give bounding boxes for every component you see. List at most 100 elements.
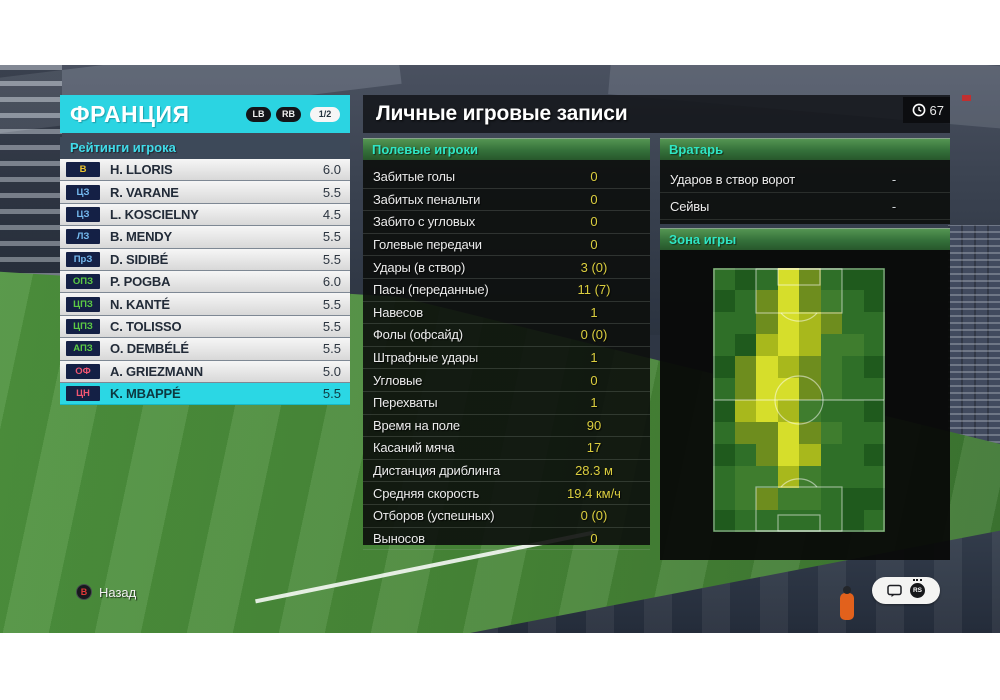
heatmap-cell: [820, 268, 842, 290]
player-row[interactable]: ПрЗ D. SIDIBÉ 5.5: [60, 248, 350, 271]
chat-rs-pill[interactable]: RS: [872, 577, 940, 604]
player-row[interactable]: В H. LLORIS 6.0: [60, 159, 350, 182]
rs-stick-icon: RS: [910, 579, 925, 598]
heatmap-cell: [713, 510, 735, 532]
heatmap-cell: [863, 290, 885, 312]
heatmap-cell: [842, 444, 864, 466]
stand-railings: [0, 65, 62, 285]
heatmap-cell: [777, 400, 799, 422]
stat-value: 0: [590, 237, 598, 253]
stat-value: 1: [590, 350, 598, 366]
game-viewport: ФРАНЦИЯ LB RB 1/2 Рейтинги игрока В H. LL…: [0, 65, 1000, 633]
b-button-icon: B: [76, 584, 92, 600]
stat-label: Угловые: [373, 372, 423, 388]
heatmap-cell: [820, 312, 842, 334]
stat-row: Штрафные удары 1: [363, 347, 650, 370]
heatmap-cell: [777, 356, 799, 378]
stat-label: Отборов (успешных): [373, 508, 495, 524]
stat-label: Забитых пенальти: [373, 191, 481, 207]
heatmap-cell: [713, 444, 735, 466]
player-row[interactable]: ЦПЗ C. TOLISSO 5.5: [60, 315, 350, 339]
heatmap-cell: [799, 356, 821, 378]
player-name: A. GRIEZMANN: [110, 363, 203, 379]
zone-header: Зона игры: [660, 228, 950, 250]
stat-label: Забито с угловых: [373, 214, 476, 230]
back-label: Назад: [99, 584, 137, 600]
heatmap-cell: [820, 400, 842, 422]
player-row[interactable]: ОПЗ P. POGBA 6.0: [60, 270, 350, 294]
stat-row: Навесов 1: [363, 302, 650, 325]
heatmap-cell: [799, 422, 821, 444]
heatmap-cell: [820, 356, 842, 378]
heatmap-cell: [756, 378, 778, 400]
heatmap-cell: [734, 510, 756, 532]
chat-bubble-icon: [887, 584, 902, 597]
player-name: N. KANTÉ: [110, 296, 170, 312]
stat-row: Забитых пенальти 0: [363, 189, 650, 212]
heatmap-cell: [713, 422, 735, 444]
player-list: В H. LLORIS 6.0 ЦЗ R. VARANE 5.5 ЦЗ L. KOSCIELN…: [60, 159, 350, 406]
stat-row: Удары (в створ) 3 (0): [363, 256, 650, 279]
heatmap-cell: [713, 466, 735, 488]
stat-row: Касаний мяча 17: [363, 437, 650, 460]
heatmap-cell: [842, 268, 864, 290]
heatmap-cell: [756, 422, 778, 444]
player-row[interactable]: ЛЗ B. MENDY 5.5: [60, 226, 350, 249]
heatmap-cell: [842, 290, 864, 312]
heatmap-cell: [799, 400, 821, 422]
title-bar: Личные игровые записи 67: [363, 95, 950, 133]
stat-row: Перехваты 1: [363, 392, 650, 415]
stat-row: Пасы (переданные) 11 (7): [363, 279, 650, 302]
rb-button[interactable]: RB: [276, 106, 301, 122]
heatmap-cell: [842, 312, 864, 334]
heatmap-cell: [713, 334, 735, 356]
stat-value: 0: [590, 214, 598, 230]
stat-row: Сейвы -: [660, 193, 950, 220]
stat-label: Забитые голы: [373, 169, 455, 185]
pitch-markings: [713, 268, 885, 532]
page-indicator: 1/2: [310, 106, 340, 122]
stat-value: 28.3 м: [575, 463, 613, 479]
player-row[interactable]: ЦПЗ N. KANTÉ 5.5: [60, 293, 350, 316]
heatmap-cell: [734, 466, 756, 488]
heatmap-cell: [713, 312, 735, 334]
lb-button[interactable]: LB: [246, 106, 271, 122]
stat-label: Голевые передачи: [373, 237, 482, 253]
heatmap-cell: [863, 400, 885, 422]
heatmap-cell: [777, 378, 799, 400]
stat-label: Дистанция дриблинга: [373, 463, 500, 479]
heatmap-pitch: [713, 268, 885, 532]
back-button[interactable]: B Назад: [76, 584, 136, 600]
heatmap-cell: [756, 400, 778, 422]
heatmap-cell: [863, 466, 885, 488]
heatmap-cell: [863, 356, 885, 378]
player-rating: 5.0: [322, 363, 341, 379]
player-name: C. TOLISSO: [110, 318, 182, 334]
player-name: L. KOSCIELNY: [110, 206, 199, 222]
heatmap-cell: [734, 488, 756, 510]
heatmap-cell: [799, 334, 821, 356]
stat-label: Время на поле: [373, 417, 460, 433]
position-badge: ОПЗ: [66, 274, 100, 290]
stat-value: 1: [590, 395, 598, 411]
stat-row: Средняя скорость 19.4 км/ч: [363, 482, 650, 505]
heatmap-cell: [713, 378, 735, 400]
heatmap-cell: [756, 444, 778, 466]
heatmap-cell: [863, 312, 885, 334]
player-row[interactable]: ЦН K. MBAPPÉ 5.5: [60, 382, 350, 406]
player-row[interactable]: ОФ A. GRIEZMANN 5.0: [60, 360, 350, 383]
player-row[interactable]: ЦЗ R. VARANE 5.5: [60, 181, 350, 204]
stat-label: Штрафные удары: [373, 350, 479, 366]
stat-label: Пасы (переданные): [373, 282, 489, 298]
heatmap-cell: [756, 268, 778, 290]
goalkeeper-panel: Ударов в створ ворот - Сейвы -: [660, 160, 950, 224]
player-name: H. LLORIS: [110, 162, 173, 178]
player-rating: 6.0: [322, 274, 341, 290]
stat-value: 0: [590, 530, 598, 546]
heatmap-cell: [842, 488, 864, 510]
heatmap-cell: [842, 400, 864, 422]
player-row[interactable]: АПЗ O. DEMBÉLÉ 5.5: [60, 338, 350, 361]
player-name: K. MBAPPÉ: [110, 386, 181, 402]
stat-label: Средняя скорость: [373, 485, 480, 501]
player-row[interactable]: ЦЗ L. KOSCIELNY 4.5: [60, 203, 350, 227]
